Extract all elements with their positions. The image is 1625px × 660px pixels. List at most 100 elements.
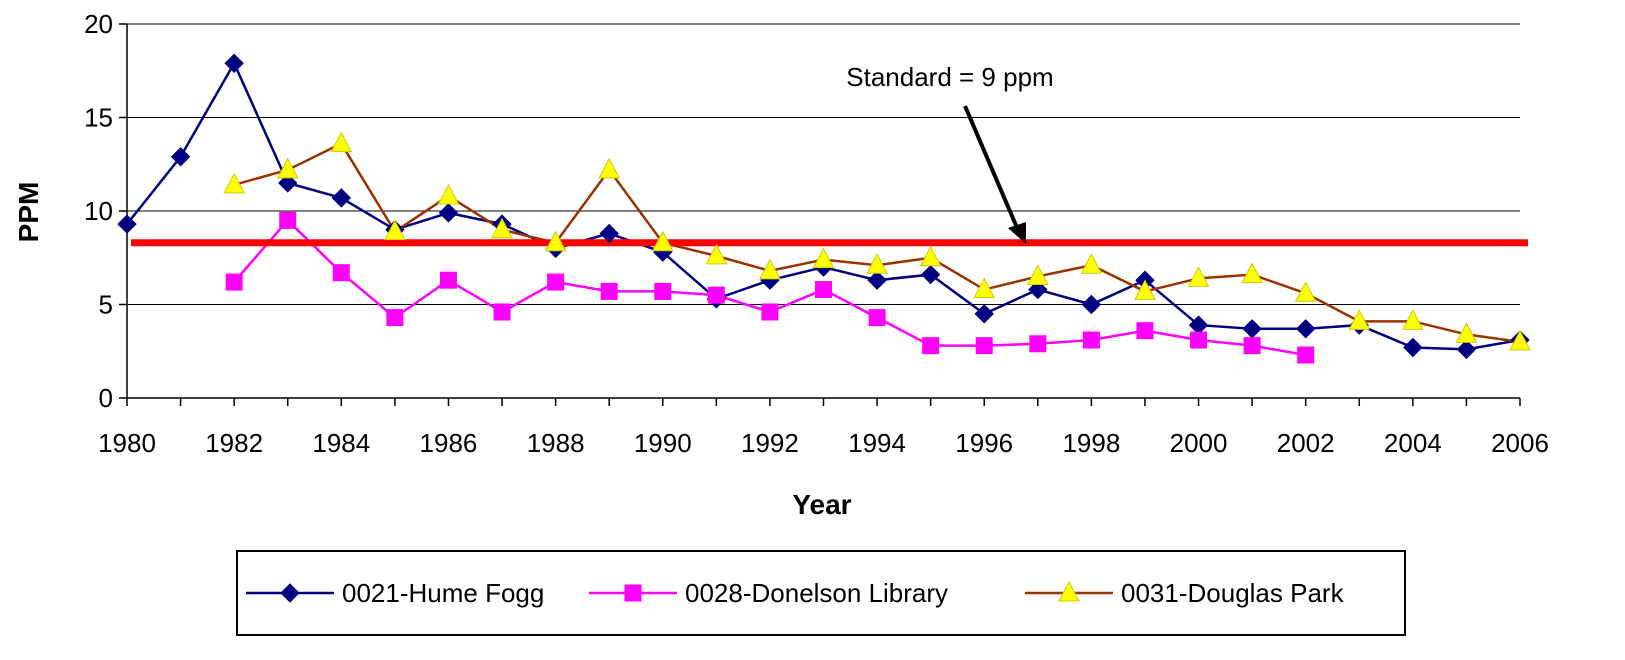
data-point-series-3 bbox=[384, 219, 406, 241]
data-point-series-1 bbox=[867, 270, 887, 290]
x-axis-title: Year bbox=[792, 489, 851, 520]
data-point-series-2 bbox=[1029, 335, 1047, 353]
annotation-arrow-head bbox=[1008, 222, 1026, 244]
y-tick-label: 15 bbox=[84, 103, 113, 133]
x-tick-label: 2004 bbox=[1384, 428, 1442, 458]
data-point-series-3 bbox=[705, 243, 728, 265]
x-tick-label: 1996 bbox=[955, 428, 1013, 458]
data-point-series-3 bbox=[651, 230, 674, 252]
x-tick-label: 1998 bbox=[1062, 428, 1120, 458]
x-tick-label: 1988 bbox=[527, 428, 585, 458]
x-tick-label: 1990 bbox=[634, 428, 692, 458]
legend-item: 0031-Douglas Park bbox=[1025, 578, 1345, 608]
data-point-series-3 bbox=[1080, 253, 1103, 274]
data-point-series-1 bbox=[1028, 279, 1048, 300]
data-point-series-1 bbox=[224, 53, 244, 73]
data-point-series-1 bbox=[1403, 337, 1423, 358]
data-point-series-1 bbox=[1242, 319, 1262, 339]
data-point-series-2 bbox=[922, 337, 940, 355]
y-tick-label: 20 bbox=[84, 9, 113, 39]
legend-swatch-marker bbox=[1058, 580, 1080, 602]
x-tick-label: 2006 bbox=[1491, 428, 1549, 458]
data-point-series-2 bbox=[439, 271, 457, 289]
data-point-series-2 bbox=[761, 303, 779, 321]
data-point-series-1 bbox=[974, 304, 994, 324]
data-point-series-3 bbox=[330, 131, 353, 153]
legend-label: 0028-Donelson Library bbox=[685, 578, 948, 608]
data-point-series-2 bbox=[815, 281, 832, 299]
legend-label: 0021-Hume Fogg bbox=[342, 578, 544, 608]
data-point-series-2 bbox=[1136, 322, 1154, 340]
standard-annotation-label: Standard = 9 ppm bbox=[846, 62, 1053, 92]
gridlines bbox=[127, 23, 1520, 305]
data-point-series-3 bbox=[544, 230, 567, 252]
data-point-series-3 bbox=[812, 247, 835, 269]
legend-box bbox=[236, 550, 1406, 636]
data-point-series-2 bbox=[707, 286, 725, 304]
data-point-series-2 bbox=[1243, 337, 1261, 355]
y-axis-ticks: 0 5 10 15 20 bbox=[84, 9, 127, 413]
data-point-series-3 bbox=[1026, 264, 1049, 285]
x-axis-ticks: 1980 1982 1984 1986 1988 1990 1992 1994 1996 1998… bbox=[98, 398, 1549, 458]
data-point-series-1 bbox=[278, 173, 298, 193]
series-line-1 bbox=[126, 60, 1521, 351]
data-point-series-3 bbox=[1134, 279, 1156, 300]
y-tick-label: 10 bbox=[84, 196, 113, 226]
x-tick-label: 1986 bbox=[420, 428, 478, 458]
data-point-series-1 bbox=[117, 214, 137, 234]
x-tick-label: 1982 bbox=[205, 428, 263, 458]
data-point-series-1 bbox=[599, 223, 619, 244]
data-point-series-1 bbox=[920, 264, 941, 285]
y-tick-label: 5 bbox=[99, 290, 113, 320]
data-point-series-2 bbox=[868, 309, 886, 327]
data-point-series-3 bbox=[437, 183, 460, 205]
data-point-series-2 bbox=[1297, 346, 1315, 364]
data-point-series-3 bbox=[1402, 309, 1424, 330]
y-tick-label: 0 bbox=[99, 383, 113, 413]
data-point-series-1 bbox=[438, 203, 459, 223]
data-point-series-1 bbox=[1295, 319, 1316, 339]
legend-label: 0031-Douglas Park bbox=[1121, 578, 1345, 608]
legend-item: 0021-Hume Fogg bbox=[246, 578, 544, 608]
data-point-series-3 bbox=[866, 253, 888, 274]
data-point-series-3 bbox=[491, 217, 513, 239]
data-point-series-2 bbox=[1190, 331, 1208, 349]
data-point-series-3 bbox=[919, 245, 942, 267]
x-tick-label: 2002 bbox=[1277, 428, 1335, 458]
data-point-series-1 bbox=[170, 147, 191, 167]
legend-item: 0028-Donelson Library bbox=[589, 578, 948, 608]
data-point-series-3 bbox=[598, 157, 621, 179]
data-point-series-3 bbox=[973, 277, 996, 299]
legend-swatch-marker bbox=[624, 584, 642, 602]
data-point-series-2 bbox=[493, 303, 511, 321]
annotation-group: Standard = 9 ppm bbox=[846, 62, 1054, 244]
legend-swatch-marker bbox=[280, 583, 300, 603]
data-point-series-3 bbox=[1455, 322, 1478, 343]
x-tick-label: 1980 bbox=[98, 428, 156, 458]
data-point-series-3 bbox=[1348, 309, 1371, 330]
data-point-series-2 bbox=[225, 273, 243, 291]
data-point-series-3 bbox=[276, 157, 299, 179]
annotation-arrow-shaft bbox=[963, 105, 1020, 231]
legend: 0021-Hume Fogg 0028-Donelson Library 0031-… bbox=[236, 550, 1406, 636]
data-point-series-3 bbox=[1241, 262, 1263, 284]
data-point-series-2 bbox=[600, 282, 618, 300]
data-point-series-3 bbox=[759, 258, 781, 280]
data-point-series-1 bbox=[1456, 339, 1477, 360]
data-point-series-3 bbox=[1294, 281, 1317, 302]
x-tick-label: 1992 bbox=[741, 428, 799, 458]
data-point-series-2 bbox=[975, 337, 993, 355]
series-markers bbox=[117, 53, 1531, 364]
data-point-series-3 bbox=[223, 172, 245, 194]
x-tick-label: 2000 bbox=[1170, 428, 1228, 458]
data-point-series-2 bbox=[654, 282, 672, 300]
x-tick-label: 1994 bbox=[848, 428, 906, 458]
data-point-series-3 bbox=[1509, 329, 1531, 351]
data-point-series-2 bbox=[386, 309, 404, 327]
data-point-series-2 bbox=[547, 273, 565, 291]
series-lines bbox=[126, 60, 1521, 357]
data-point-series-2 bbox=[1082, 331, 1100, 349]
data-point-series-1 bbox=[1081, 294, 1102, 315]
